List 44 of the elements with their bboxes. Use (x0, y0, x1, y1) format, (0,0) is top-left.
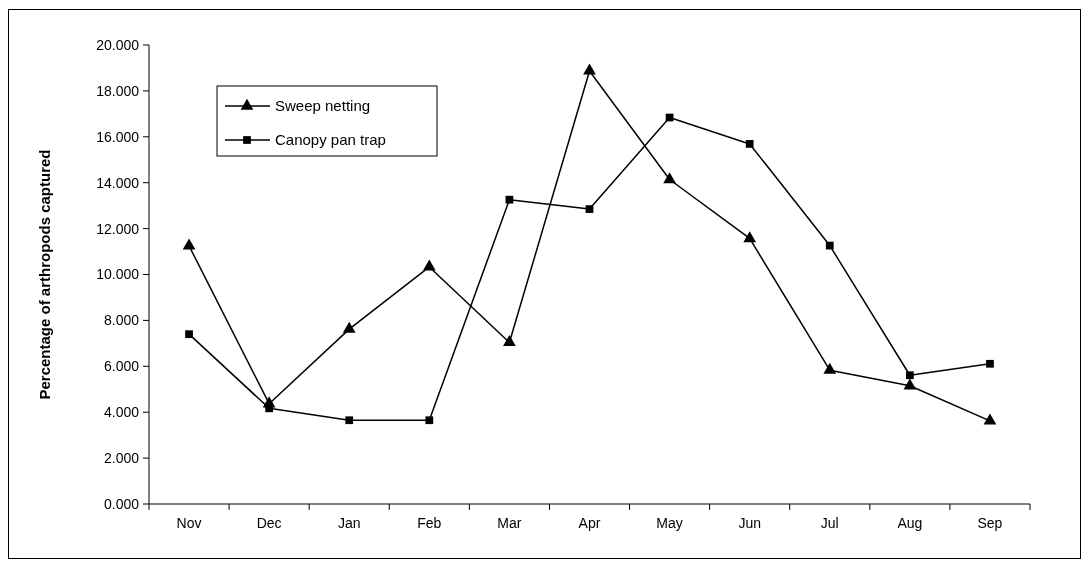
y-tick-label: 16.000 (96, 128, 140, 145)
y-tick-label: 2.000 (103, 450, 140, 466)
point (503, 335, 516, 347)
point (505, 195, 514, 204)
x-tick-label: Sep (977, 515, 1003, 531)
x-tick-label: Jan (337, 515, 361, 531)
y-tick-label: 6.000 (103, 358, 140, 375)
point (825, 241, 834, 250)
point (185, 330, 193, 339)
point (745, 140, 754, 148)
point (345, 416, 354, 425)
point (903, 378, 917, 390)
legend-label: Canopy pan trap (275, 131, 386, 149)
y-tick-label: 0.000 (103, 495, 140, 512)
x-tick-label: Dec (256, 515, 282, 531)
point (986, 359, 994, 368)
point (743, 231, 757, 243)
y-tick-label: 20.000 (96, 36, 140, 53)
y-tick-label: 4.000 (103, 404, 140, 421)
point (342, 321, 356, 333)
point (182, 238, 196, 250)
y-tick-label: 14.000 (96, 174, 140, 191)
x-tick-label: Jul (820, 515, 839, 531)
x-tick-label: May (656, 515, 683, 531)
y-axis-title: Percentage of arthropods captured (36, 149, 53, 400)
point (905, 371, 914, 380)
point (823, 362, 837, 374)
x-tick-label: Apr (578, 515, 601, 531)
point (425, 416, 434, 425)
x-tick-label: Nov (176, 515, 202, 531)
point (585, 205, 594, 213)
point (583, 63, 596, 75)
y-tick-label: 18.000 (96, 82, 140, 99)
point (422, 259, 436, 271)
y-tick-label: 12.000 (96, 220, 140, 237)
point (663, 172, 676, 184)
y-tick-label: 10.000 (96, 266, 140, 283)
x-tick-label: Feb (417, 515, 442, 531)
point (983, 413, 997, 425)
y-tick-label: 8.000 (103, 312, 140, 329)
x-tick-label: Aug (897, 515, 923, 531)
legend-label: Sweep netting (275, 97, 371, 115)
x-tick-label: Mar (497, 515, 522, 531)
x-tick-label: Jun (738, 515, 761, 531)
